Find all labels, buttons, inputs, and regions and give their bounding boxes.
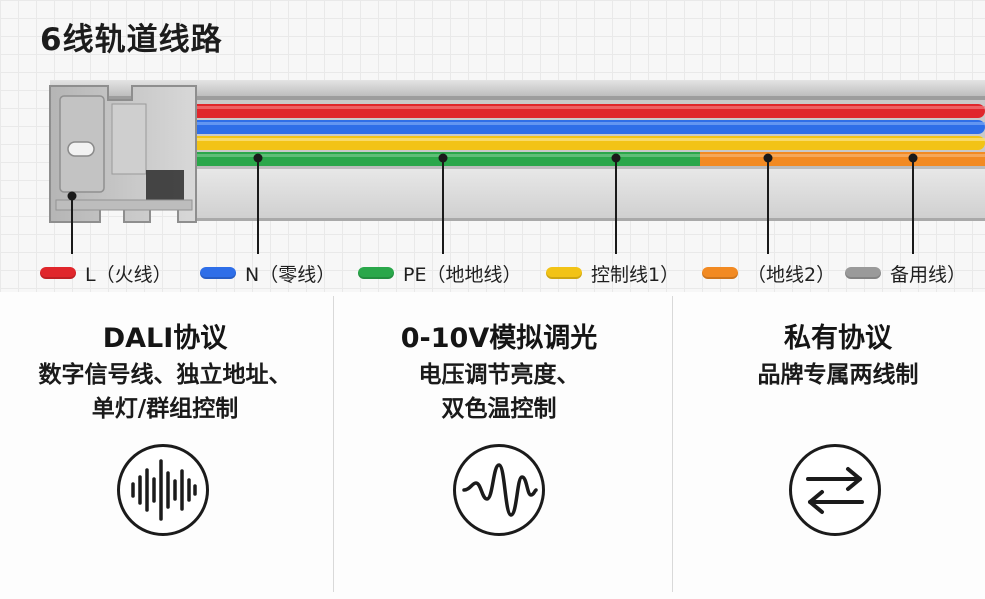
legend-swatch-blue [200,267,236,279]
page-title: 6线轨道线路 [40,22,223,58]
legend-item-l: L（火线） [40,256,172,290]
legend-label: 备用线） [890,263,967,286]
protocol-panel: DALI协议 数字信号线、独立地址、 单灯/群组控制 [0,292,985,599]
protocol-desc-line: 双色温控制 [441,396,557,422]
legend-label: L（火线） [85,263,172,286]
rail-top [50,80,985,98]
wire-green-orange [160,152,985,166]
protocol-description: 电压调节亮度、 双色温控制 [334,358,664,426]
sound-wave-icon [117,444,209,536]
protocol-proprietary: 私有协议 品牌专属两线制 [673,292,985,599]
legend-swatch-yellow [546,267,582,279]
protocol-0-10v: 0-10V模拟调光 电压调节亮度、 双色温控制 [334,292,664,599]
protocol-description: 数字信号线、独立地址、 单灯/群组控制 [0,358,330,426]
wire-legend: L（火线） N（零线） PE（地地线） 控制线1） （地线2） 备用线） [0,256,985,290]
protocol-desc-line: 电压调节亮度、 [418,362,580,388]
sine-wave-icon [453,444,545,536]
swap-arrows-icon [789,444,881,536]
legend-swatch-gray [845,267,881,279]
legend-label: PE（地地线） [403,263,522,286]
legend-item-ground2: （地线2） [702,256,835,290]
rail-body [195,166,985,220]
protocol-title: 私有协议 [784,323,892,354]
pointer-dots [67,153,918,201]
legend-label: 控制线1） [591,263,680,286]
legend-item-spare: 备用线） [845,256,966,290]
protocol-description: 品牌专属两线制 [673,358,985,392]
protocol-dali: DALI协议 数字信号线、独立地址、 单灯/群组控制 [0,292,330,599]
protocol-desc-line: 单灯/群组控制 [91,396,239,422]
legend-item-control1: 控制线1） [546,256,679,290]
legend-item-n: N（零线） [200,256,335,290]
wire-yellow [160,136,985,150]
legend-label: （地线2） [747,263,836,286]
protocol-title: 0-10V模拟调光 [400,323,598,354]
legend-label: N（零线） [245,263,336,286]
wire-red [160,104,985,118]
legend-item-pe: PE（地地线） [358,256,521,290]
wire-blue [160,120,985,134]
protocol-desc-line: 品牌专属两线制 [757,362,919,388]
rail-end-profile [49,85,197,223]
pointer-lines [71,158,914,254]
protocol-desc-line: 数字信号线、独立地址、 [38,362,292,388]
legend-swatch-red [40,267,76,279]
divider [333,296,334,592]
legend-swatch-orange [702,267,738,279]
protocol-title: DALI协议 [102,323,228,354]
track-cross-section [49,80,985,254]
divider [672,296,673,592]
legend-swatch-green [358,267,394,279]
